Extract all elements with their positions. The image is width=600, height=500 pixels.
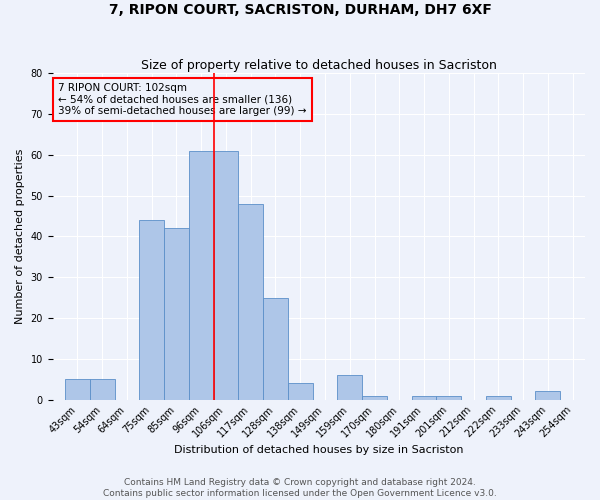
- Title: Size of property relative to detached houses in Sacriston: Size of property relative to detached ho…: [141, 59, 497, 72]
- Bar: [436, 396, 461, 400]
- Text: Contains HM Land Registry data © Crown copyright and database right 2024.
Contai: Contains HM Land Registry data © Crown c…: [103, 478, 497, 498]
- Bar: [288, 384, 313, 400]
- Y-axis label: Number of detached properties: Number of detached properties: [15, 148, 25, 324]
- Bar: [412, 396, 436, 400]
- Bar: [65, 379, 90, 400]
- Bar: [164, 228, 189, 400]
- Text: 7 RIPON COURT: 102sqm
← 54% of detached houses are smaller (136)
39% of semi-det: 7 RIPON COURT: 102sqm ← 54% of detached …: [58, 83, 307, 116]
- Bar: [535, 392, 560, 400]
- Text: 7, RIPON COURT, SACRISTON, DURHAM, DH7 6XF: 7, RIPON COURT, SACRISTON, DURHAM, DH7 6…: [109, 2, 491, 16]
- Bar: [139, 220, 164, 400]
- Bar: [189, 150, 214, 400]
- Bar: [238, 204, 263, 400]
- X-axis label: Distribution of detached houses by size in Sacriston: Distribution of detached houses by size …: [174, 445, 464, 455]
- Bar: [214, 150, 238, 400]
- Bar: [263, 298, 288, 400]
- Bar: [486, 396, 511, 400]
- Bar: [90, 379, 115, 400]
- Bar: [362, 396, 387, 400]
- Bar: [337, 375, 362, 400]
